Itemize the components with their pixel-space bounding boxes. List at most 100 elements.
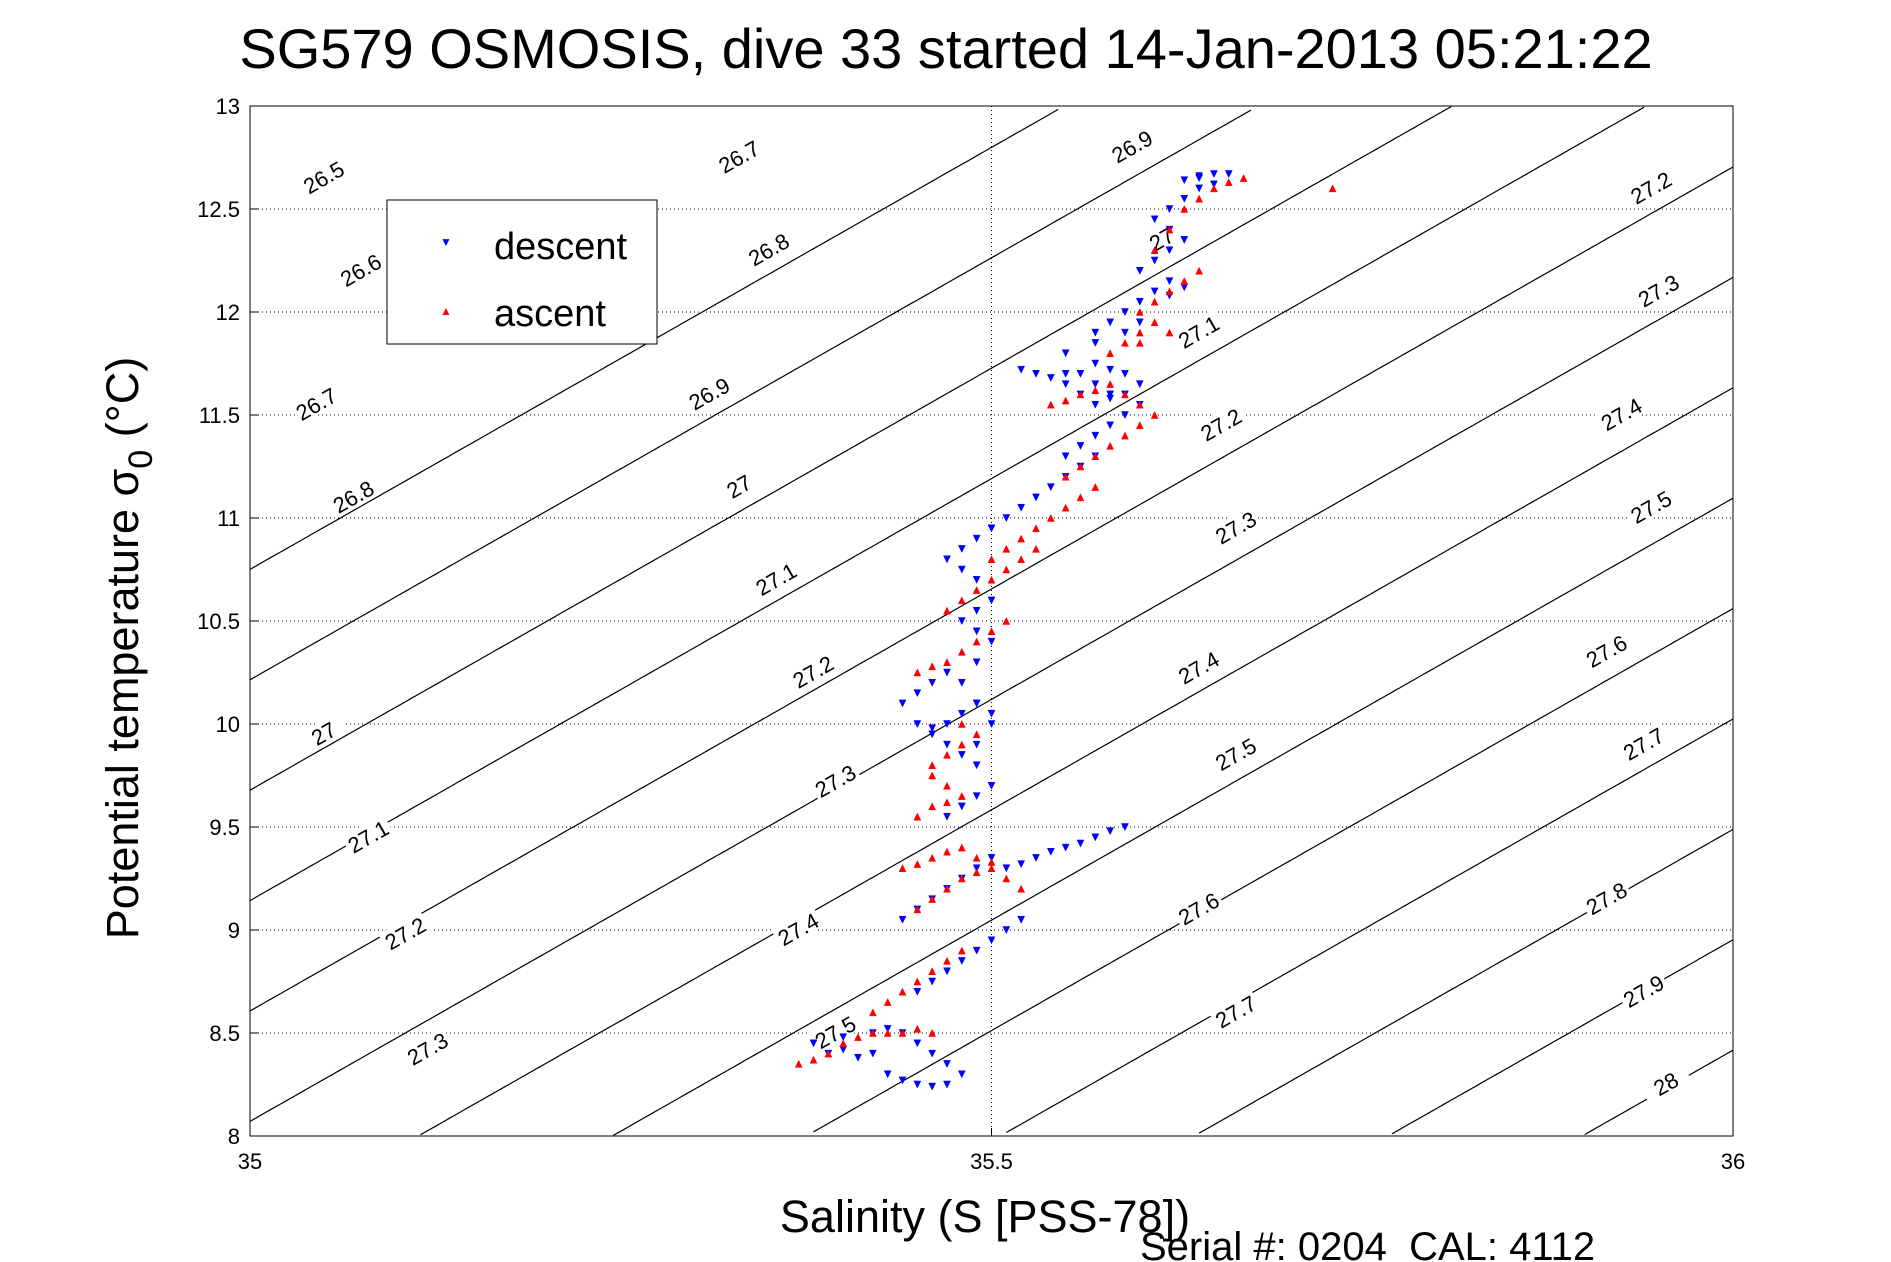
descent-point (987, 936, 996, 945)
descent-point (972, 946, 981, 955)
contour-label-bg (1616, 968, 1670, 1012)
ascent-point (928, 761, 937, 769)
ascent-point (1210, 184, 1218, 193)
ascent-point (913, 905, 922, 914)
contour-label-group: 27.4 (1171, 645, 1225, 689)
descent-point (1091, 833, 1100, 842)
ascent-point (1135, 421, 1144, 430)
descent-point (1046, 483, 1055, 492)
ascent-point (1150, 318, 1159, 327)
contour-line-27.6 (1391, 939, 1734, 1135)
ascent-point (913, 668, 922, 677)
ascent-point (1017, 534, 1026, 543)
descent-point (972, 534, 981, 543)
ascent-point (1017, 884, 1026, 893)
ascent-point (1239, 174, 1248, 182)
descent-point (957, 1070, 966, 1079)
ascent-point (987, 555, 996, 563)
contour-label-bg (326, 474, 380, 518)
descent-point (987, 637, 996, 646)
ascent-point (972, 730, 981, 739)
ascent-point (1328, 184, 1337, 193)
descent-point (1106, 318, 1115, 327)
descent-point (928, 1049, 937, 1058)
contour-label-bg (378, 910, 432, 954)
ascent-point (839, 1039, 848, 1048)
descent-point (809, 1039, 818, 1048)
ascent-point (928, 967, 937, 975)
ascent-point (1180, 277, 1189, 285)
contour-line-27.4 (1006, 718, 1734, 1134)
ascent-point (1135, 338, 1144, 347)
ascent-point (913, 812, 922, 821)
descent-point (987, 782, 996, 790)
descent-point (883, 1025, 892, 1033)
legend-marker-descent: ▼ (440, 235, 452, 249)
descent-point (1150, 215, 1159, 224)
descent-point (987, 854, 996, 862)
contour-label-bg (1208, 989, 1262, 1033)
contour-label-group: 26.9 (1105, 124, 1158, 168)
descent-point (987, 596, 996, 605)
contour-label-bg (1624, 165, 1677, 209)
ascent-point (987, 627, 996, 636)
descent-point (898, 915, 907, 924)
contour-line-27.1 (420, 387, 1734, 1136)
descent-point (1106, 394, 1115, 403)
descent-point (987, 709, 996, 718)
descent-point (1076, 839, 1085, 848)
x-axis-label: Salinity (S [PSS-78]) (780, 1191, 1190, 1242)
ascent-point (1061, 396, 1070, 405)
ascent-point (1032, 544, 1040, 553)
contour-label-bg (333, 247, 387, 291)
contour-label-bg (808, 758, 862, 802)
legend-marker-ascent: ▲ (440, 304, 452, 318)
descent-point (972, 576, 981, 584)
ascent-point (1121, 431, 1129, 440)
ascent-point (898, 987, 907, 996)
ascent-point (1046, 513, 1055, 522)
contour-label-bg (786, 649, 839, 693)
descent-point (1002, 864, 1011, 873)
ascent-point (1002, 544, 1011, 553)
ascent-point (1121, 338, 1129, 347)
contour-label-bg (1208, 505, 1262, 548)
ascent-point (957, 647, 966, 656)
contour-label-bg (712, 134, 765, 178)
descent-point (972, 658, 981, 667)
ascent-point (972, 637, 981, 646)
descent-point (1017, 503, 1026, 512)
ascent-point (943, 884, 951, 893)
y-tick-label: 10.5 (197, 609, 240, 634)
contour-label-bg (1616, 721, 1670, 765)
ascent-point (957, 740, 966, 749)
ascent-point (794, 1059, 803, 1068)
descent-point (1061, 370, 1070, 378)
x-tick-label: 35.5 (970, 1149, 1013, 1174)
ascent-point (943, 956, 951, 965)
descent-point (972, 699, 981, 708)
contour-line-26.9 (249, 166, 1734, 1012)
descent-point (1091, 339, 1100, 347)
ascent-point (928, 662, 937, 671)
contour-label-bg (400, 1026, 454, 1070)
descent-point (1106, 365, 1115, 374)
descent-point (1106, 421, 1115, 430)
y-tick-label: 13 (216, 94, 240, 119)
descent-point (972, 792, 981, 801)
descent-point (1061, 843, 1070, 852)
ascent-point (898, 864, 907, 872)
ascent-point (987, 575, 996, 584)
descent-point (1135, 318, 1144, 327)
descent-point (928, 724, 937, 733)
descent-point (1106, 827, 1115, 836)
ascent-point (943, 781, 951, 790)
contour-label-group: 27.9 (1616, 968, 1670, 1013)
descent-point (928, 679, 937, 687)
contour-label-bg (741, 227, 795, 270)
ascent-point (957, 874, 966, 883)
ascent-point (1195, 266, 1204, 275)
descent-point (957, 545, 966, 553)
descent-point (1165, 205, 1174, 214)
ascent-point (1002, 565, 1011, 574)
